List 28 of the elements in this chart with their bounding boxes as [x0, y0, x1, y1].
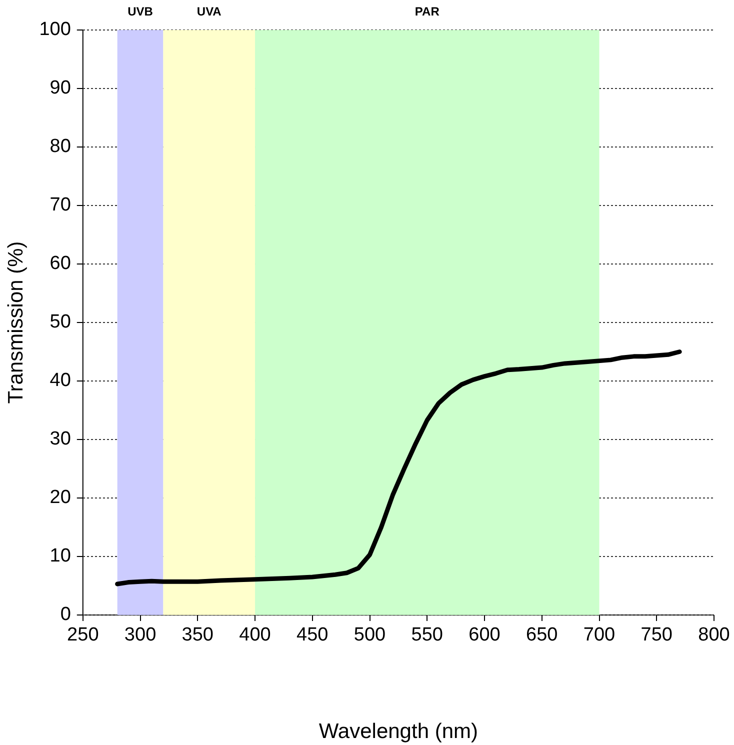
- y-tick-label: 50: [50, 312, 71, 333]
- band-label: PAR: [414, 4, 440, 18]
- y-tick-label: 100: [39, 19, 71, 40]
- x-tick-label: 800: [698, 624, 730, 646]
- y-tick-label: 0: [60, 604, 71, 626]
- y-tick-label: 30: [50, 428, 71, 450]
- x-tick-label: 550: [411, 624, 443, 646]
- x-axis-title: Wavelength (nm): [318, 720, 478, 744]
- y-tick-label: 70: [50, 194, 71, 216]
- x-tick-label: 750: [640, 624, 672, 646]
- x-tick-label: 300: [124, 624, 156, 646]
- x-tick-label: 500: [354, 624, 386, 646]
- y-tick-label: 80: [50, 136, 71, 158]
- x-tick-label: 350: [182, 624, 214, 646]
- band-label: UVA: [196, 4, 222, 18]
- band-label: UVB: [128, 4, 154, 18]
- x-tick-label: 250: [67, 624, 99, 646]
- y-tick-label: 10: [50, 546, 71, 567]
- x-tick-label: 700: [583, 624, 616, 646]
- y-tick-label: 40: [50, 370, 71, 392]
- x-tick-label: 400: [239, 624, 271, 646]
- y-tick-label: 90: [50, 78, 71, 99]
- x-tick-label: 650: [526, 624, 558, 646]
- x-tick-label: 450: [296, 624, 328, 646]
- y-tick-label: 20: [50, 487, 71, 508]
- y-tick-label: 60: [50, 253, 71, 274]
- y-axis-title: Transmission (%): [4, 241, 28, 404]
- x-tick-label: 600: [468, 624, 500, 646]
